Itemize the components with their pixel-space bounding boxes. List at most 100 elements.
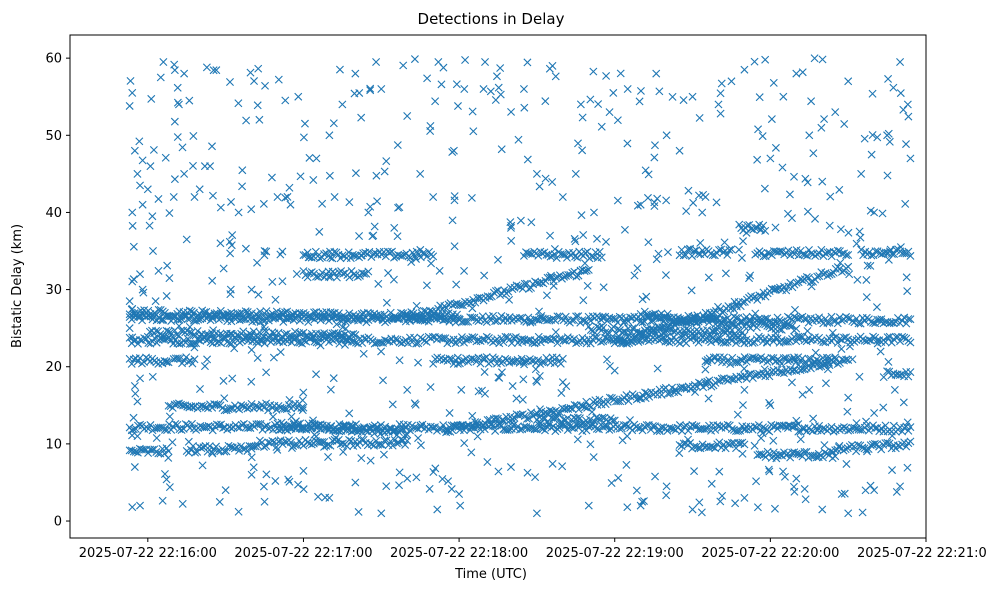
detection-point [766,401,775,410]
detection-point [634,424,643,433]
detection-point [622,460,631,469]
detection-point [826,192,835,201]
detection-point [823,365,832,374]
detection-point [551,72,560,81]
detection-point [718,491,727,500]
detection-point [133,397,142,406]
detection-point [808,451,817,460]
detection-point [724,355,733,364]
detection-point [820,448,829,457]
detection-point [835,185,844,194]
detection-point [453,359,462,368]
detection-point [766,154,775,163]
detection-point [425,484,434,493]
detection-point [527,408,536,417]
detection-point [357,454,366,463]
detection-point [418,420,427,429]
detection-point [177,426,186,435]
detection-point [226,249,235,258]
detection-point [608,416,617,425]
detection-point [372,58,381,66]
detection-point [128,503,137,512]
detection-point [496,64,505,73]
detection-point [128,277,137,286]
detection-point [448,301,457,310]
y-tick-label: 50 [45,129,62,144]
detection-point [281,193,290,202]
detection-point [862,417,871,426]
detection-point [305,334,314,343]
chart-title: Detections in Delay [418,10,565,28]
detection-point [301,332,310,341]
detection-point [704,273,713,282]
detection-point [130,309,139,318]
detection-point [309,333,318,342]
detection-point [316,425,325,434]
detection-point [760,365,769,374]
detection-point [595,395,604,404]
detection-point [138,200,147,209]
detection-point [475,293,484,302]
detection-point [162,357,171,366]
detection-point [885,137,894,146]
x-axis: 2025-07-22 22:16:00 2025-07-22 22:17:00 20… [79,538,987,561]
detection-point [546,271,555,280]
detection-point [740,493,749,502]
detection-point [456,301,465,310]
detection-point [798,354,807,363]
detection-point [495,355,504,364]
detection-point [268,436,277,445]
detection-point [227,329,236,338]
detection-point [586,440,595,449]
detection-point [247,453,256,462]
detection-point [855,227,864,236]
detection-point [817,123,826,132]
detection-point [771,223,780,232]
detection-point [174,399,183,408]
detection-point [532,315,541,324]
detection-point [844,509,853,518]
detection-point [468,354,477,363]
detection-point [407,308,416,317]
detection-point [345,273,354,282]
detection-point [250,77,259,86]
detection-point [763,321,772,330]
detection-point [873,336,882,345]
detection-point [716,109,725,118]
detection-point [262,442,271,450]
detection-point [783,357,792,366]
detection-point [814,453,823,462]
detection-point [508,418,517,427]
detection-point [226,290,235,299]
detection-point [388,400,397,409]
detection-point [586,326,595,334]
detection-point [382,482,391,491]
detection-point [519,251,528,260]
detection-point [374,279,383,288]
detection-point [738,373,747,382]
detection-point [754,125,763,134]
detection-point [199,402,208,411]
detection-point [878,209,887,218]
detection-point [618,337,627,346]
detection-point [264,406,273,415]
detection-point [138,156,147,165]
detection-point [884,357,893,366]
detection-point [351,478,360,487]
detection-point [899,105,908,114]
detection-point [468,304,477,313]
detection-point [848,317,857,326]
detection-point [247,470,256,479]
detection-point [844,262,853,271]
x-tick-label: 2025-07-22 22:17:00 [234,546,372,561]
detection-point [884,74,893,83]
detection-point [790,312,799,321]
detection-point [202,63,211,72]
detection-point [738,317,747,326]
detection-point [390,253,399,262]
detection-point [389,275,398,284]
detections-series [125,54,915,518]
detection-point [879,373,888,382]
detection-point [531,365,540,374]
x-tick-label: 2025-07-22 22:19:00 [546,546,684,561]
